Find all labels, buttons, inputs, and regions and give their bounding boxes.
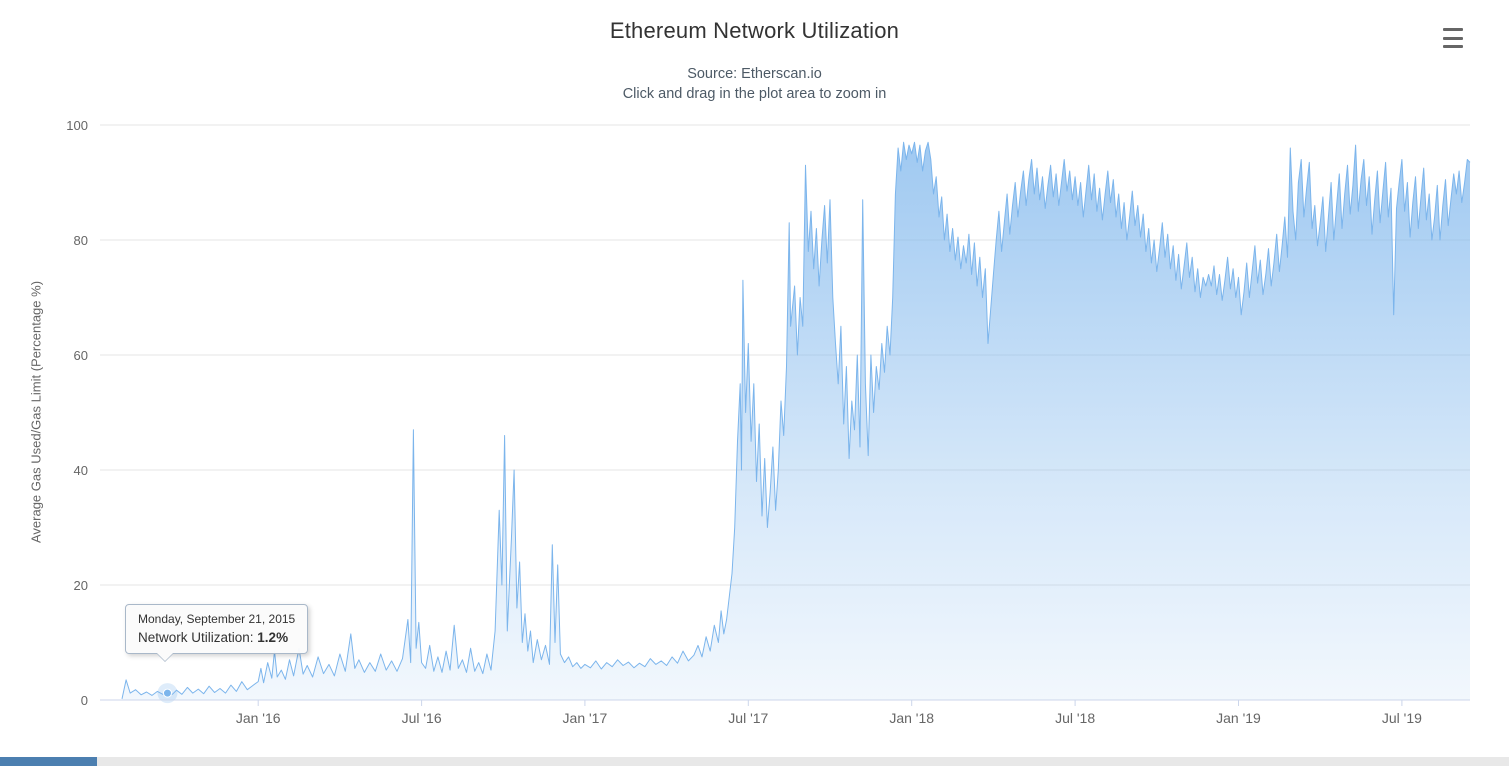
y-tick-label: 20 — [74, 578, 88, 593]
hamburger-icon-bar — [1443, 36, 1463, 40]
x-axis: Jan '16 Jul '16 Jan '17 Jul '17 Jan '18 Jul '… — [100, 699, 1470, 726]
chart-context-menu-button[interactable] — [1441, 26, 1469, 50]
page-footer-accent — [0, 757, 97, 766]
x-tick-label: Jul '16 — [402, 710, 442, 726]
x-tick-label: Jul '19 — [1382, 710, 1422, 726]
hover-point-marker — [162, 688, 172, 698]
chart-subtitle-hint: Click and drag in the plot area to zoom … — [622, 86, 887, 102]
x-tick-label: Jul '18 — [1055, 710, 1095, 726]
hamburger-icon-bar — [1443, 28, 1463, 31]
utilization-area-series — [122, 142, 1470, 701]
x-tick-label: Jan '16 — [236, 710, 281, 726]
y-tick-label: 100 — [66, 118, 88, 133]
y-tick-label: 80 — [74, 233, 88, 248]
utilization-line-series — [121, 141, 1471, 700]
x-tick-label: Jan '18 — [889, 710, 934, 726]
chart-subtitle-source: Source: Etherscan.io — [687, 66, 822, 82]
hamburger-icon-bar — [1443, 45, 1463, 48]
x-tick-label: Jul '17 — [728, 710, 768, 726]
plot-area[interactable] — [100, 125, 1470, 700]
y-tick-label: 0 — [81, 693, 88, 708]
y-tick-label: 40 — [74, 463, 88, 478]
x-tick-label: Jan '19 — [1216, 710, 1261, 726]
y-tick-label: 60 — [74, 348, 88, 363]
y-axis: 0 20 40 60 80 100 — [66, 118, 88, 708]
x-tick-label: Jan '17 — [563, 710, 608, 726]
chart-title: Ethereum Network Utilization — [609, 18, 900, 43]
page-footer-strip — [0, 757, 1509, 766]
